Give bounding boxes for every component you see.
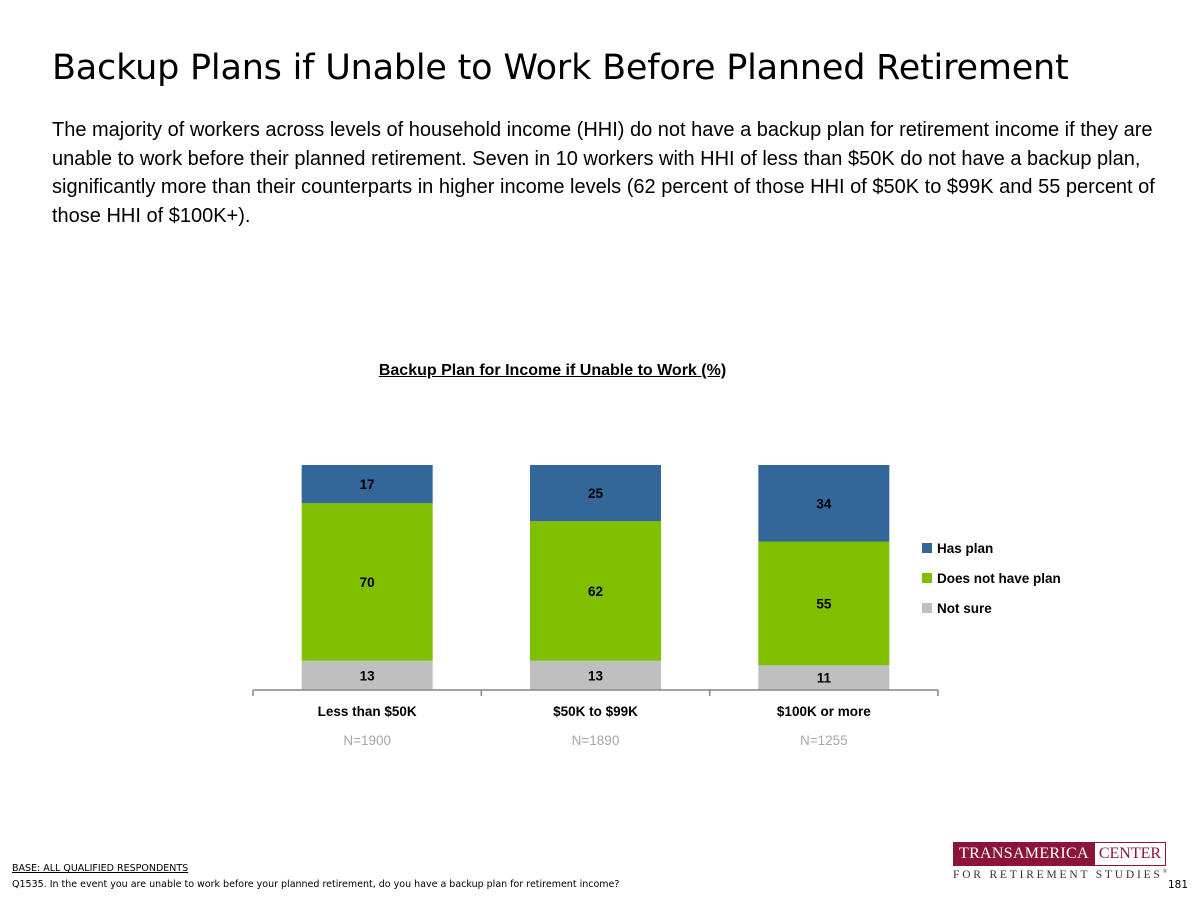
logo-word-center: CENTER (1094, 842, 1167, 866)
legend-item-not-sure: Not sure (922, 593, 1061, 623)
sample-size-label: N=1890 (572, 733, 620, 748)
legend-label: Has plan (937, 540, 994, 556)
data-label: 34 (816, 496, 832, 511)
chart-legend: Has plan Does not have plan Not sure (922, 533, 1061, 623)
legend-swatch (922, 573, 932, 583)
question-text: Q1535. In the event you are unable to wo… (12, 879, 620, 890)
base-label: BASE: ALL QUALIFIED RESPONDENTS (12, 863, 189, 874)
category-label: $100K or more (777, 704, 871, 719)
stacked-bar-chart: 13 70 17 Less than $50K N=1900 13 62 25 $50K to … (252, 465, 939, 748)
logo-tagline: FOR RETIREMENT STUDIES® (953, 869, 1168, 881)
bar-segment-does-not-have-plan-50k-to-99k (530, 521, 661, 661)
page-number: 181 (1167, 879, 1188, 891)
summary-paragraph: The majority of workers across levels of… (52, 119, 1155, 227)
legend-item-does-not-have-plan: Does not have plan (922, 563, 1061, 593)
bar-segment-not-sure-100k-or-more (758, 665, 890, 690)
bar-segment-not-sure-less-than-50k (301, 660, 433, 690)
data-label: 25 (588, 486, 604, 501)
sample-size-label: N=1255 (800, 733, 848, 748)
legend-swatch (922, 603, 932, 613)
legend-swatch (922, 543, 932, 553)
data-label: 55 (816, 596, 832, 611)
data-label: 70 (360, 575, 375, 590)
legend-label: Not sure (937, 600, 992, 616)
bar-segment-has-plan-50k-to-99k (530, 465, 661, 522)
legend-label: Does not have plan (937, 570, 1061, 586)
legend-item-has-plan: Has plan (922, 533, 1061, 563)
transamerica-logo: TRANSAMERICA CENTER FOR RETIREMENT STUDI… (953, 842, 1168, 881)
data-label: 13 (588, 668, 604, 683)
bar-segment-has-plan-less-than-50k (301, 465, 433, 504)
page-title: Backup Plans if Unable to Work Before Pl… (52, 48, 1069, 88)
logo-word-transamerica: TRANSAMERICA (953, 842, 1095, 866)
bar-segment-not-sure-50k-to-99k (530, 660, 661, 690)
data-label: 62 (588, 584, 603, 599)
data-label: 13 (360, 668, 376, 683)
bar-segment-does-not-have-plan-100k-or-more (758, 541, 890, 666)
bar-segment-has-plan-100k-or-more (758, 465, 890, 542)
category-label: $50K to $99K (553, 704, 638, 719)
data-label: 17 (360, 477, 375, 492)
sample-size-label: N=1900 (343, 733, 391, 748)
logo-tagline-text: FOR RETIREMENT STUDIES (953, 869, 1163, 881)
bar-segment-does-not-have-plan-less-than-50k (301, 503, 433, 661)
category-label: Less than $50K (318, 704, 417, 719)
chart-title: Backup Plan for Income if Unable to Work… (378, 362, 727, 379)
logo-registered-mark: ® (1162, 869, 1168, 876)
data-label: 11 (817, 671, 832, 686)
